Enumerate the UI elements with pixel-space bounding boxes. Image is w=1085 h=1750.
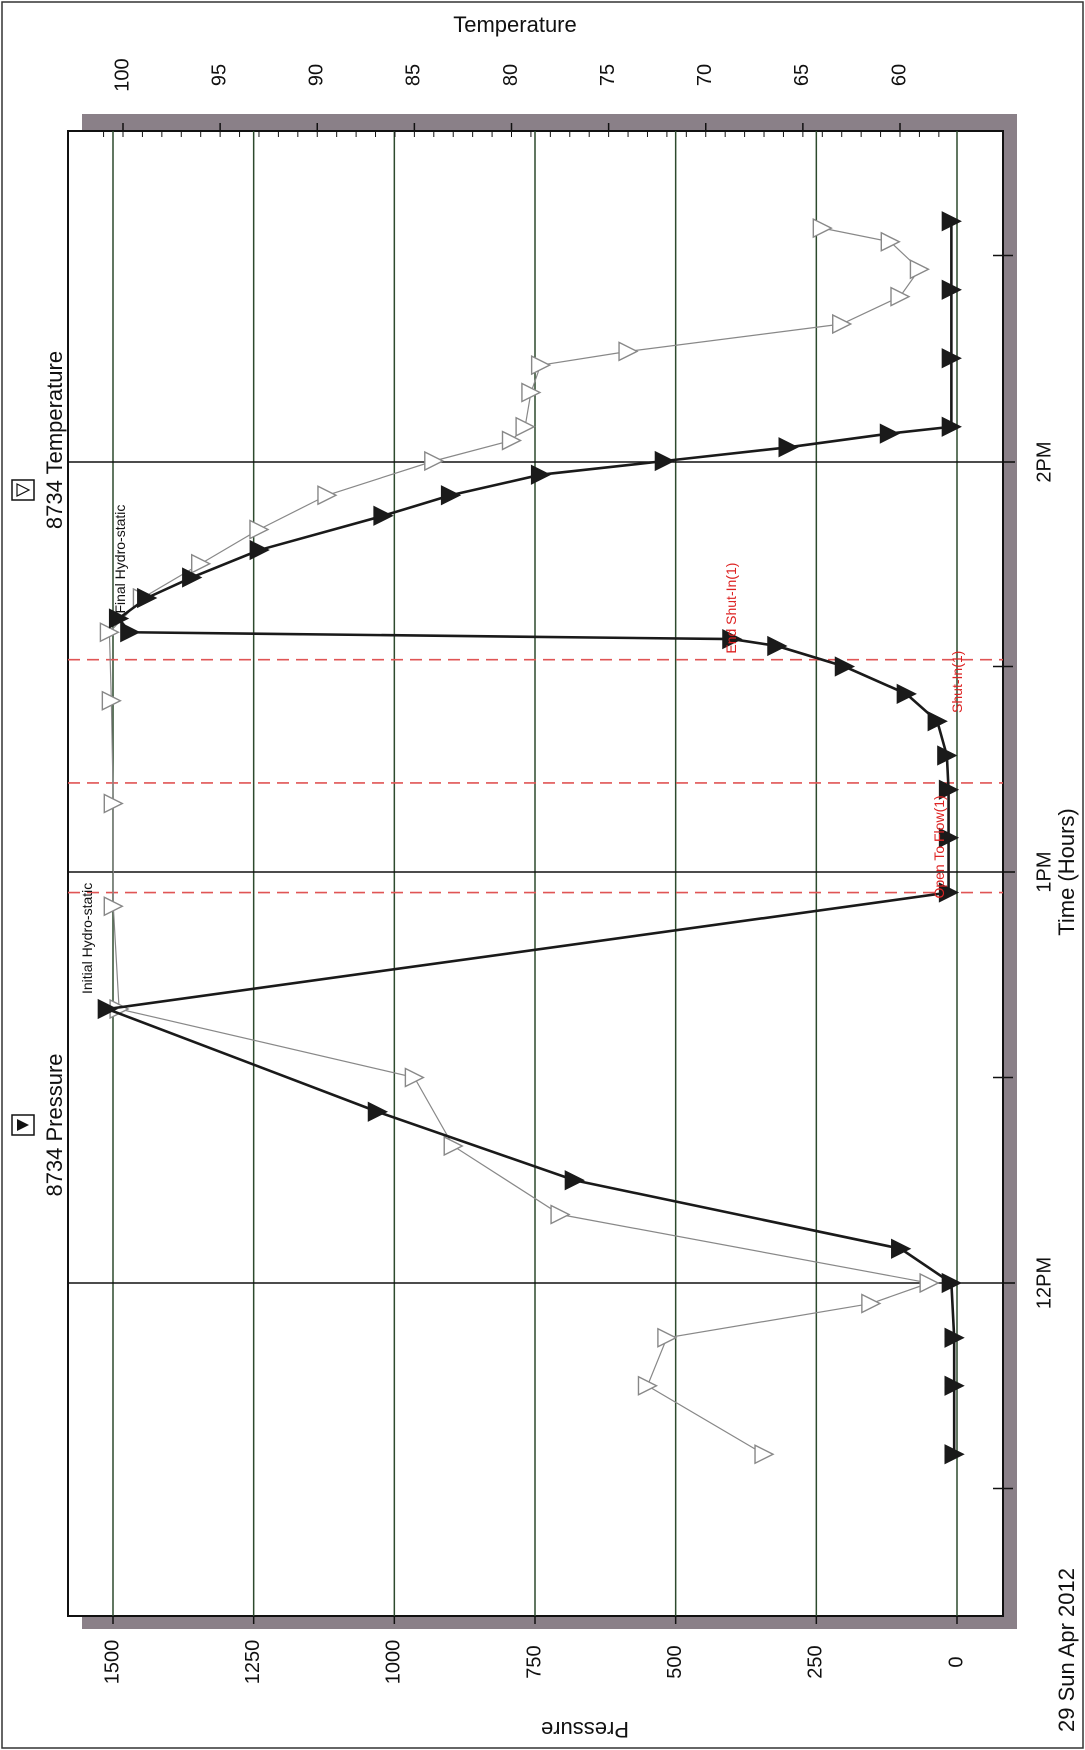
pressure-point: [879, 423, 901, 444]
pressure-point: [767, 635, 788, 657]
temperature-tick-label: 75: [597, 64, 619, 86]
legend-pressure-marker: [17, 1119, 29, 1131]
temperature-point: [890, 286, 911, 307]
pressure-point: [941, 279, 962, 300]
temperature-point: [832, 313, 853, 335]
temperature-point: [657, 1327, 678, 1348]
temperature-point: [404, 1067, 425, 1088]
pressure-tick-label: 1250: [242, 1640, 264, 1685]
temperature-point: [550, 1204, 571, 1225]
temperature-point: [103, 896, 124, 917]
temperature-point: [880, 231, 901, 252]
temperature-tick-label: 95: [208, 64, 230, 86]
pressure-point: [722, 628, 743, 650]
temperature-axis-title: Temperature: [453, 12, 577, 37]
temperature-tick-label: 70: [694, 64, 716, 86]
pressure-point: [944, 1327, 965, 1348]
temperature-point: [861, 1293, 882, 1314]
grid: [112, 131, 958, 1616]
pressure-point: [938, 827, 960, 848]
temperature-point: [754, 1444, 775, 1465]
event-label: Shut-In(1): [949, 651, 965, 713]
pressure-tick-label: 0: [945, 1656, 967, 1667]
legend-pressure-label: 8734 Pressure: [42, 1053, 67, 1196]
pressure-point: [938, 882, 960, 903]
pressure-point: [834, 656, 856, 677]
temperature-point: [443, 1135, 464, 1157]
pressure-point: [891, 1238, 912, 1259]
x-axis-title: Time (Hours): [1054, 808, 1079, 936]
temperature-point: [530, 354, 552, 376]
temperature-point: [103, 793, 124, 814]
pressure-point: [440, 485, 462, 506]
pressure-axis-title: Pressure: [541, 1717, 629, 1742]
pressure-point: [778, 437, 799, 458]
temperature-point: [249, 519, 270, 540]
axes: 0 250 500 750 1000 1250 1500 60 65 70 75 80 85 90 95 10…: [11, 12, 1079, 1742]
pressure-point: [938, 779, 960, 800]
pressure-point: [941, 211, 962, 232]
pressure-point: [564, 1170, 585, 1191]
pressure-point: [373, 505, 394, 526]
pressure-point: [941, 416, 962, 437]
pressure-tick-label: 1000: [383, 1640, 405, 1685]
pressure-tick-label: 500: [664, 1645, 686, 1678]
temperature-point: [521, 382, 542, 403]
legend-temperature-label: 8734 Temperature: [42, 351, 67, 529]
event-label: Open To Flow(1): [931, 795, 947, 898]
pressure-point: [927, 711, 948, 732]
temperature-tick-label: 80: [500, 64, 522, 86]
pressure-point: [654, 450, 675, 472]
series: [97, 211, 965, 1465]
pressure-point: [896, 683, 917, 705]
pressure-point: [108, 608, 130, 629]
temperature-point: [501, 430, 523, 451]
temperature-point: [812, 217, 833, 239]
temperature-point: [317, 485, 338, 506]
legend-temperature-marker: [16, 483, 31, 497]
final-hydrostatic-label: Final Hydro-static: [112, 505, 128, 614]
pressure-point: [120, 622, 141, 643]
pressure-point: [367, 1101, 389, 1122]
temperature-point: [515, 416, 536, 437]
temperature-tick-label: 90: [306, 64, 328, 86]
time-tick-label: 12PM: [1033, 1257, 1055, 1309]
temperature-point: [424, 450, 445, 472]
temperature-series-line: [108, 227, 932, 1455]
pressure-point: [530, 464, 552, 485]
temperature-point: [191, 553, 212, 574]
date-label: 29 Sun Apr 2012: [1054, 1568, 1079, 1732]
pressure-point: [249, 539, 270, 561]
temperature-point: [618, 341, 639, 362]
event-label: End Shut-In(1): [723, 563, 739, 654]
initial-hydrostatic-label: Initial Hydro-static: [79, 883, 95, 994]
temperature-tick-label: 85: [403, 64, 425, 86]
pressure-point: [944, 1444, 965, 1465]
pressure-point: [944, 1375, 965, 1396]
event-markers: [68, 658, 1003, 894]
temperature-point: [101, 690, 122, 711]
pressure-tick-label: 250: [805, 1645, 827, 1678]
pressure-point: [97, 998, 118, 1020]
pressure-point: [137, 587, 158, 609]
temperature-tick-label: 100: [111, 58, 133, 91]
pressure-tick-label: 1500: [101, 1640, 123, 1685]
pressure-point: [937, 745, 958, 766]
temperature-point: [919, 1272, 940, 1294]
pressure-series-line: [106, 221, 956, 1455]
temperature-point: [909, 259, 930, 280]
time-tick-label: 2PM: [1033, 441, 1055, 482]
temperature-tick-label: 65: [791, 64, 813, 86]
pressure-point: [182, 567, 203, 588]
time-tick-label: 1PM: [1033, 851, 1055, 892]
time-gridlines: [68, 461, 1003, 1284]
pressure-point: [941, 1272, 962, 1294]
pressure-tick-label: 750: [523, 1645, 545, 1678]
temperature-tick-label: 60: [888, 64, 910, 86]
annotations: Open To Flow(1) Shut-In(1) End Shut-In(1) I…: [79, 505, 965, 994]
temperature-point: [637, 1375, 659, 1396]
pressure-point: [941, 348, 962, 369]
